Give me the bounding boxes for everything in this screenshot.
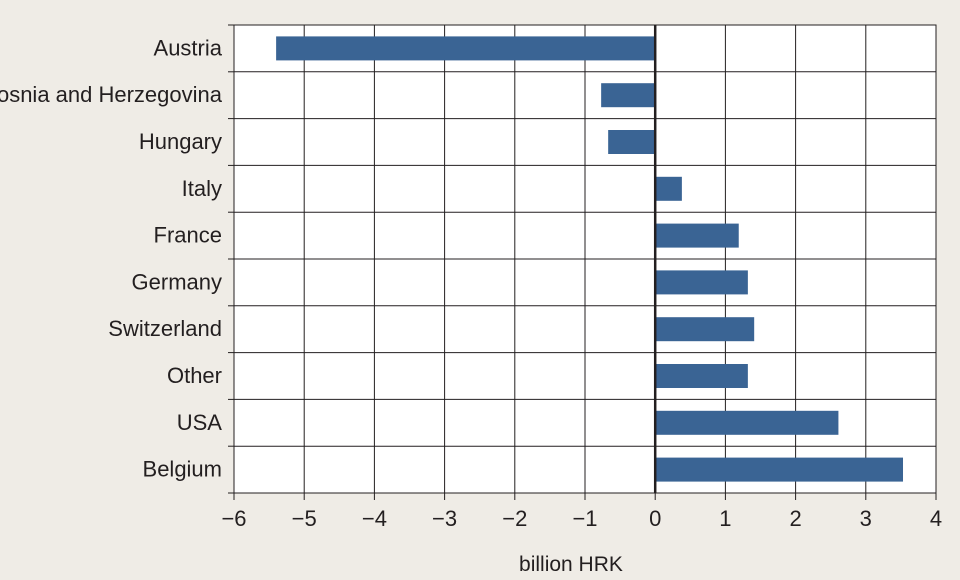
x-tick-labels: −6 −5 −4 −3 −2 −1 0 1 2 3 4 — [221, 506, 942, 531]
bar-austria — [276, 36, 656, 61]
x-tick-label: −6 — [221, 506, 246, 531]
x-tick-label: −4 — [362, 506, 387, 531]
bar-usa — [655, 410, 839, 435]
category-label: Belgium — [143, 457, 222, 482]
x-axis-label: billion HRK — [519, 553, 623, 576]
category-label: Germany — [132, 269, 222, 294]
x-tick-label: −5 — [292, 506, 317, 531]
category-label: Hungary — [139, 129, 222, 154]
grid-lines — [228, 24, 937, 500]
category-label: France — [154, 223, 222, 248]
bar-bosnia-and-herzegovina — [601, 83, 656, 108]
bar-belgium — [655, 457, 904, 482]
category-label: Other — [167, 363, 222, 388]
bar-france — [655, 223, 739, 248]
x-tick-label: 4 — [930, 506, 942, 531]
bar-germany — [655, 270, 748, 295]
x-tick-label: −2 — [502, 506, 527, 531]
category-label: Bosnia and Herzegovina — [0, 82, 223, 107]
x-tick-label: 3 — [860, 506, 872, 531]
bars — [276, 36, 904, 482]
category-label: Switzerland — [108, 316, 222, 341]
x-tick-label: 2 — [789, 506, 801, 531]
category-label: Italy — [182, 176, 222, 201]
category-labels: Austria Bosnia and Herzegovina Hungary Ital… — [0, 35, 223, 481]
x-tick-label: −1 — [572, 506, 597, 531]
bar-italy — [655, 176, 682, 201]
bar-other — [655, 364, 748, 388]
bar-switzerland — [655, 317, 755, 342]
x-tick-label: 0 — [649, 506, 661, 531]
x-tick-label: 1 — [719, 506, 731, 531]
x-tick-label: −3 — [432, 506, 457, 531]
bar-hungary — [608, 130, 656, 154]
category-label: USA — [177, 410, 223, 435]
category-label: Austria — [154, 35, 223, 60]
